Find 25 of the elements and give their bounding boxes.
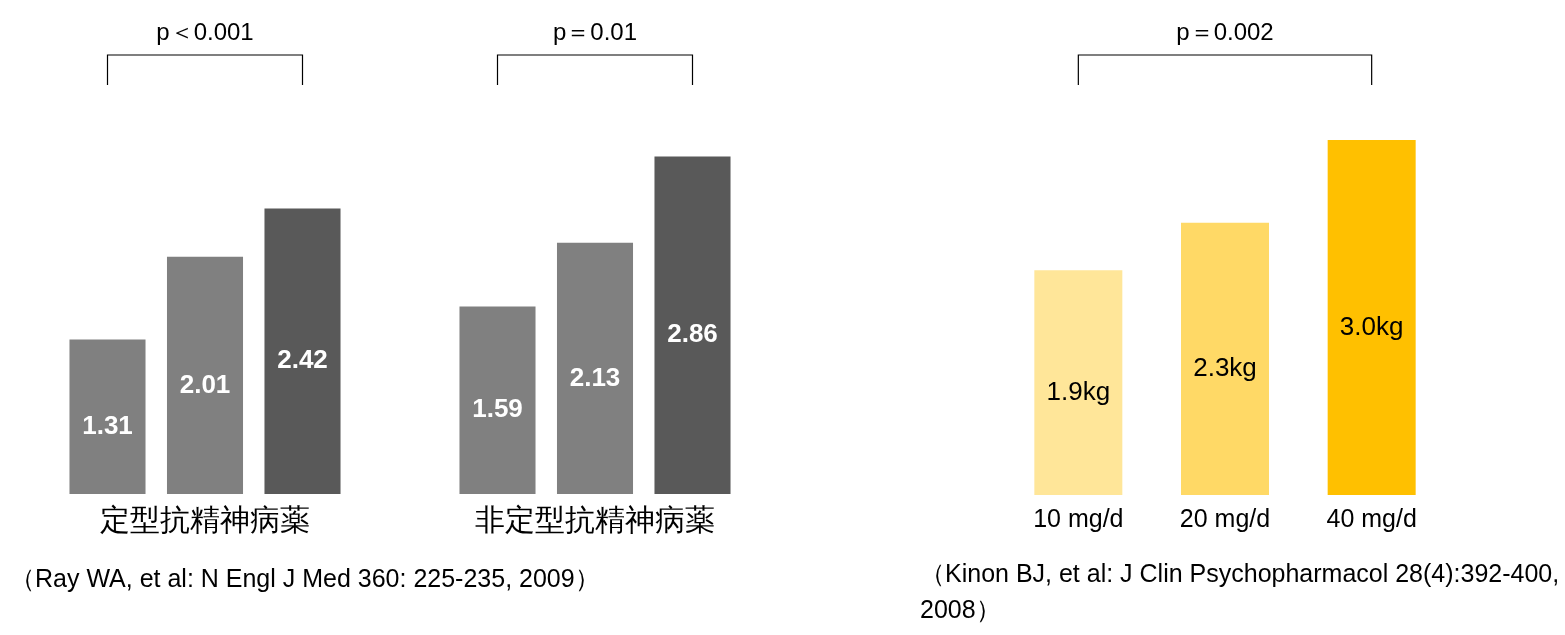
text: （Ray WA, et al: N Engl J Med 360: 225-235, 2009） xyxy=(10,563,601,594)
bar xyxy=(264,208,341,494)
text: （Kinon BJ, et al: J Clin Psychopharmacol 28(4):392-400, 2008） xyxy=(920,558,1560,625)
text: p＝0.002 xyxy=(1176,17,1274,45)
data-label: 1.59 xyxy=(472,393,523,424)
data-label: 2.01 xyxy=(179,368,231,399)
x-tick-label: 40 mg/d xyxy=(1326,503,1417,532)
text: p＝0.01 xyxy=(552,17,638,45)
bar xyxy=(166,256,244,494)
bar xyxy=(654,156,731,494)
text: p＜0.001 xyxy=(156,17,254,45)
bar xyxy=(69,339,146,494)
x-tick-label: 非定型抗精神病薬 xyxy=(475,503,715,537)
x-tick-label: 定型抗精神病薬 xyxy=(100,503,310,537)
data-label: 1.9kg xyxy=(1046,375,1111,406)
data-label: 3.0kg xyxy=(1339,310,1404,341)
x-tick-label: 20 mg/d xyxy=(1179,503,1271,532)
data-label: 2.13 xyxy=(569,361,621,392)
data-label: 2.3kg xyxy=(1193,352,1257,383)
data-label: 1.31 xyxy=(82,409,133,440)
data-label: 2.86 xyxy=(667,318,718,349)
data-label: 2.42 xyxy=(277,344,328,375)
bar xyxy=(556,242,634,494)
x-tick-label: 10 mg/d xyxy=(1033,503,1124,532)
bar xyxy=(459,306,536,494)
